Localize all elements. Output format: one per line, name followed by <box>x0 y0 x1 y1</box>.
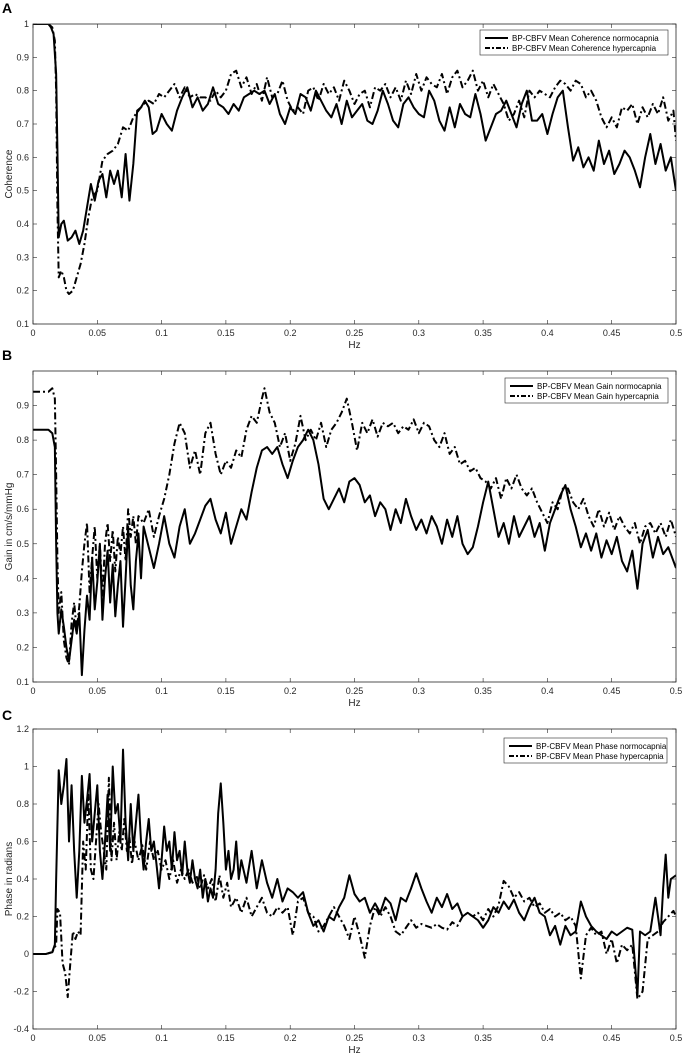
x-tick-label: 0.45 <box>603 686 621 696</box>
x-tick-label: 0.3 <box>413 686 426 696</box>
y-tick-label: 0.4 <box>16 874 29 884</box>
plot-area <box>33 371 676 682</box>
y-tick-label: 0.8 <box>16 799 29 809</box>
legend: BP-CBFV Mean Coherence normocapniaBP-CBF… <box>479 29 669 56</box>
y-tick-label: 0.3 <box>16 608 29 618</box>
x-axis-label: Hz <box>348 698 360 709</box>
x-axis-label: Hz <box>348 340 360 351</box>
y-tick-label: 0.7 <box>16 470 29 480</box>
y-tick-label: 0.5 <box>16 186 29 196</box>
y-tick-label: 0.5 <box>16 539 29 549</box>
x-tick-label: 0.25 <box>346 1033 364 1043</box>
series-line-hypercapnia <box>33 776 676 1000</box>
x-tick-label: 0.45 <box>603 328 621 338</box>
x-tick-label: 0.15 <box>217 1033 235 1043</box>
x-tick-label: 0.25 <box>346 686 364 696</box>
x-tick-label: 0.5 <box>670 686 683 696</box>
legend-entry: BP-CBFV Mean Phase normocapnia <box>536 742 667 751</box>
y-tick-label: -0.4 <box>13 1024 29 1034</box>
y-tick-label: 0.4 <box>16 219 29 229</box>
x-tick-label: 0.05 <box>89 686 107 696</box>
series-line-normocapnia <box>33 24 676 245</box>
legend-entry: BP-CBFV Mean Gain hypercapnia <box>537 392 659 401</box>
y-tick-label: 0.9 <box>16 401 29 411</box>
y-tick-label: 0.6 <box>16 504 29 514</box>
axes-frame <box>32 23 677 325</box>
x-tick-label: 0.5 <box>670 328 683 338</box>
panel-letter: A <box>2 0 12 16</box>
x-tick-label: 0.15 <box>217 686 235 696</box>
x-tick-label: 0.2 <box>284 328 297 338</box>
x-tick-label: 0.05 <box>89 328 107 338</box>
legend-entry: BP-CBFV Mean Coherence hypercapnia <box>512 44 657 53</box>
x-tick-label: 0.1 <box>155 686 168 696</box>
y-tick-label: 0 <box>24 949 29 959</box>
y-tick-label: 0.2 <box>16 642 29 652</box>
y-tick-label: 0.1 <box>16 319 29 329</box>
axes-frame <box>32 370 677 683</box>
x-tick-label: 0.05 <box>89 1033 107 1043</box>
y-tick-label: 0.6 <box>16 837 29 847</box>
x-tick-label: 0.4 <box>541 686 554 696</box>
series-line-hypercapnia <box>33 24 676 295</box>
x-tick-label: 0.4 <box>541 1033 554 1043</box>
x-tick-label: 0.15 <box>217 328 235 338</box>
panel-b: B 0 0.05 0.1 0.15 0.2 0.25 0.3 0.35 0.4 0.45 0.5 0.1… <box>2 347 682 709</box>
x-axis-label: Hz <box>348 1045 360 1054</box>
x-tick-label: 0.3 <box>413 328 426 338</box>
x-tick-label: 0.35 <box>474 328 492 338</box>
y-tick-label: 0.7 <box>16 119 29 129</box>
panel-letter: C <box>2 707 12 723</box>
y-tick-label: 1.2 <box>16 724 29 734</box>
plot-area <box>33 24 676 324</box>
x-tick-label: 0.1 <box>155 328 168 338</box>
y-axis-label: Phase in radians <box>4 842 15 917</box>
y-tick-label: -0.2 <box>13 987 29 997</box>
y-tick-label: 0.8 <box>16 435 29 445</box>
y-tick-label: 0.2 <box>16 912 29 922</box>
x-tick-label: 0.4 <box>541 328 554 338</box>
x-tick-label: 0 <box>30 328 35 338</box>
x-tick-label: 0.2 <box>284 686 297 696</box>
y-tick-label: 0.9 <box>16 52 29 62</box>
x-tick-label: 0 <box>30 686 35 696</box>
legend-entry: BP-CBFV Mean Gain normocapnia <box>537 382 662 391</box>
y-tick-label: 0.4 <box>16 573 29 583</box>
x-tick-label: 0.35 <box>474 686 492 696</box>
y-axis-label: Coherence <box>4 149 15 198</box>
y-axis-label: Gain in cm/s/mmHg <box>4 483 15 571</box>
series-line-normocapnia <box>33 748 676 997</box>
y-tick-label: 0.3 <box>16 252 29 262</box>
y-tick-label: 0.1 <box>16 677 29 687</box>
legend-box <box>479 29 669 56</box>
x-tick-label: 0 <box>30 1033 35 1043</box>
x-tick-label: 0.35 <box>474 1033 492 1043</box>
panel-letter: B <box>2 347 12 363</box>
y-tick-label: 1 <box>24 762 29 772</box>
y-tick-label: 0.2 <box>16 286 29 296</box>
x-tick-label: 0.45 <box>603 1033 621 1043</box>
plot-area <box>33 729 676 1029</box>
x-tick-label: 0.3 <box>413 1033 426 1043</box>
x-tick-label: 0.25 <box>346 328 364 338</box>
x-tick-label: 0.1 <box>155 1033 168 1043</box>
panel-c: C 0 0.05 0.1 0.15 0.2 0.25 0.3 0.35 0.4 0.45 0.5 -0.… <box>2 707 682 1054</box>
y-tick-label: 0.6 <box>16 152 29 162</box>
legend-entry: BP-CBFV Mean Coherence normocapnia <box>512 34 659 43</box>
panel-a: A 0 0.05 0.1 0.15 0.2 0.25 0.3 0.35 0.4 0.45 0.5 0.1… <box>2 0 682 351</box>
x-tick-label: 0.2 <box>284 1033 297 1043</box>
y-tick-label: 1 <box>24 19 29 29</box>
axes-frame <box>32 728 677 1030</box>
series-line-hypercapnia <box>33 387 676 666</box>
legend-box <box>504 377 669 404</box>
x-tick-label: 0.5 <box>670 1033 683 1043</box>
legend-box <box>503 737 668 764</box>
legend-entry: BP-CBFV Mean Phase hypercapnia <box>536 752 664 761</box>
y-tick-label: 0.8 <box>16 86 29 96</box>
